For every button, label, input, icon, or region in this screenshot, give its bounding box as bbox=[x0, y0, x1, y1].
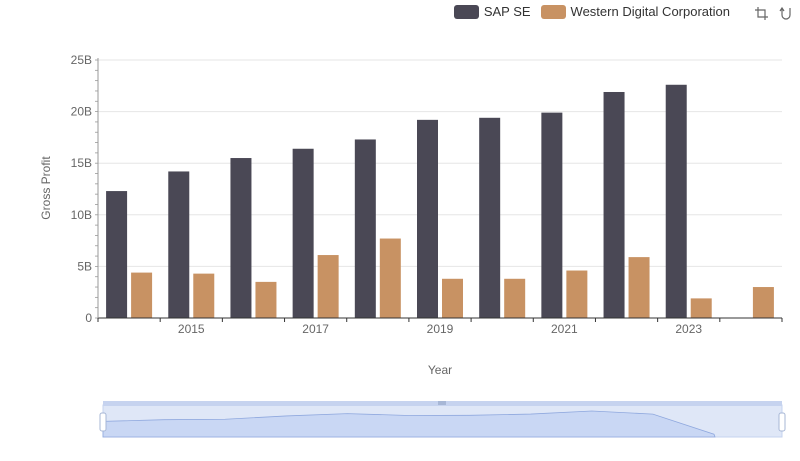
bar-wdc-2015 bbox=[193, 273, 215, 318]
y-tick-label: 25B bbox=[71, 53, 92, 67]
legend-item-wdc[interactable]: Western Digital Corporation bbox=[540, 4, 730, 19]
y-axis-label: Gross Profit bbox=[39, 156, 53, 220]
zoom-handle-left bbox=[99, 412, 107, 432]
bar-wdc-2024 bbox=[752, 287, 774, 318]
x-axis-label: Year bbox=[428, 363, 452, 377]
legend-label-sap: SAP SE bbox=[483, 4, 531, 19]
legend: SAP SE Western Digital Corporation bbox=[444, 4, 730, 19]
bar-wdc-2016 bbox=[255, 281, 277, 318]
zoom-icon[interactable] bbox=[754, 6, 769, 21]
bar-sap-2020 bbox=[479, 117, 501, 319]
x-tick-label: 2021 bbox=[551, 322, 578, 336]
x-tick-label: 2023 bbox=[675, 322, 702, 336]
toolbox bbox=[754, 6, 792, 21]
x-tick-label: 2019 bbox=[427, 322, 454, 336]
restore-icon[interactable] bbox=[777, 6, 792, 21]
bar-wdc-2017 bbox=[317, 255, 339, 318]
bar-sap-2019 bbox=[417, 119, 438, 318]
bar-wdc-2014 bbox=[131, 272, 153, 318]
legend-swatch-sap bbox=[453, 4, 479, 19]
data-zoom-slider[interactable] bbox=[99, 401, 786, 438]
bar-wdc-2023 bbox=[690, 298, 712, 318]
x-tick-label: 2017 bbox=[302, 322, 329, 336]
x-tick-label: 2015 bbox=[178, 322, 205, 336]
bar-sap-2016 bbox=[230, 158, 252, 318]
bar-sap-2023 bbox=[665, 84, 687, 318]
legend-item-sap[interactable]: SAP SE bbox=[453, 4, 531, 19]
bar-wdc-2019 bbox=[442, 278, 463, 318]
y-tick-label: 5B bbox=[77, 259, 92, 273]
bar-sap-2015 bbox=[168, 171, 190, 318]
bar-wdc-2018 bbox=[379, 238, 401, 318]
bar-sap-2014 bbox=[106, 191, 128, 318]
legend-swatch-wdc bbox=[540, 4, 566, 19]
zoom-handle-right bbox=[778, 412, 786, 432]
bar-wdc-2022 bbox=[628, 257, 650, 318]
y-tick-label: 0 bbox=[85, 311, 92, 325]
bars bbox=[106, 84, 774, 319]
legend-label-wdc: Western Digital Corporation bbox=[570, 4, 730, 19]
bar-wdc-2020 bbox=[504, 278, 526, 318]
bar-wdc-2021 bbox=[566, 270, 588, 318]
bar-sap-2021 bbox=[541, 112, 563, 319]
y-tick-label: 15B bbox=[71, 156, 92, 170]
bar-sap-2022 bbox=[603, 91, 625, 318]
y-axis-ticks: 0 5B 10B 15B 20B 25B bbox=[71, 53, 98, 325]
y-tick-label: 10B bbox=[71, 208, 92, 222]
bar-sap-2017 bbox=[292, 148, 314, 318]
x-axis: 2015 2017 2019 2021 2023 bbox=[97, 58, 783, 336]
y-tick-label: 20B bbox=[71, 105, 92, 119]
zoom-move-handle bbox=[438, 401, 446, 405]
zoom-trend-area bbox=[102, 410, 716, 438]
bar-sap-2018 bbox=[354, 139, 376, 318]
